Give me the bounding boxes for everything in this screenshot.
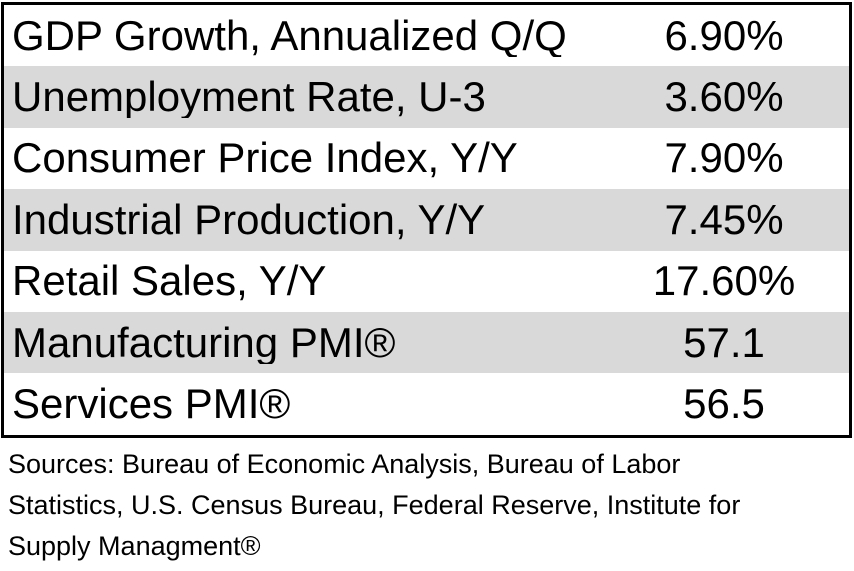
indicator-label: Retail Sales, Y/Y	[12, 260, 327, 303]
source-note-line: Statistics, U.S. Census Bureau, Federal …	[8, 490, 741, 520]
indicator-label: Manufacturing PMI®	[12, 321, 396, 364]
table-row: Retail Sales, Y/Y 17.60%	[4, 250, 849, 312]
indicator-value: 6.90%	[664, 11, 784, 59]
source-note: Sources: Bureau of Economic Analysis, Bu…	[8, 444, 740, 567]
table-row: GDP Growth, Annualized Q/Q 6.90%	[4, 5, 849, 67]
indicator-label: GDP Growth, Annualized Q/Q	[12, 14, 567, 57]
table-row: Industrial Production, Y/Y 7.45%	[4, 189, 849, 251]
indicator-value: 56.5	[683, 380, 765, 428]
indicator-value: 3.60%	[664, 73, 784, 121]
table-row: Services PMI® 56.5	[4, 373, 849, 435]
table-row: Unemployment Rate, U-3 3.60%	[4, 66, 849, 128]
source-note-line: Sources: Bureau of Economic Analysis, Bu…	[8, 449, 681, 479]
indicator-label: Services PMI®	[12, 383, 291, 426]
table-row: Manufacturing PMI® 57.1	[4, 311, 849, 374]
indicator-value: 57.1	[683, 318, 765, 366]
source-note-line: Supply Managment®	[8, 531, 261, 561]
indicators-table: GDP Growth, Annualized Q/Q 6.90% Unemplo…	[1, 2, 852, 438]
indicator-value: 17.60%	[652, 257, 796, 305]
indicator-label: Unemployment Rate, U-3	[12, 76, 486, 119]
indicator-value: 7.90%	[664, 134, 784, 182]
table-row: Consumer Price Index, Y/Y 7.90%	[4, 127, 849, 190]
indicator-label: Consumer Price Index, Y/Y	[12, 137, 518, 180]
indicator-value: 7.45%	[664, 195, 784, 243]
indicator-label: Industrial Production, Y/Y	[12, 198, 486, 241]
